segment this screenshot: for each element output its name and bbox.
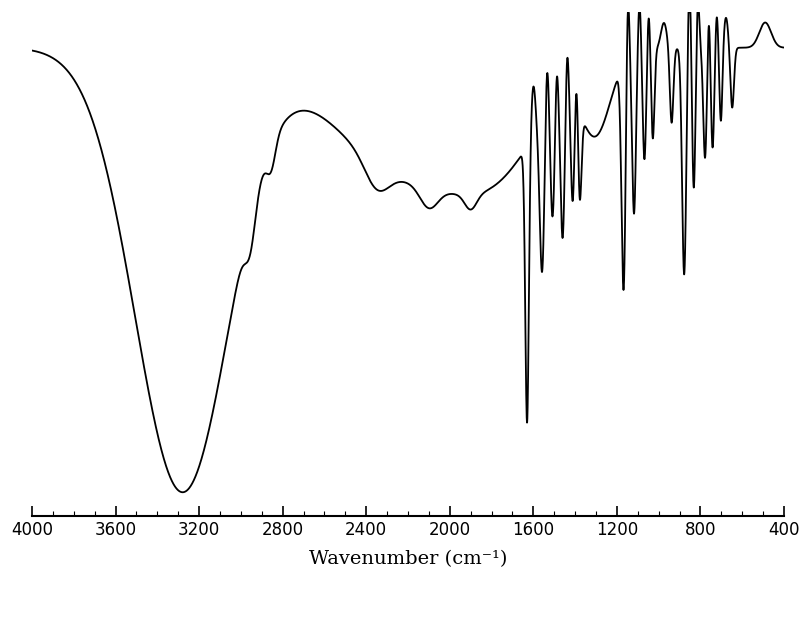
X-axis label: Wavenumber (cm⁻¹): Wavenumber (cm⁻¹) bbox=[309, 550, 507, 569]
